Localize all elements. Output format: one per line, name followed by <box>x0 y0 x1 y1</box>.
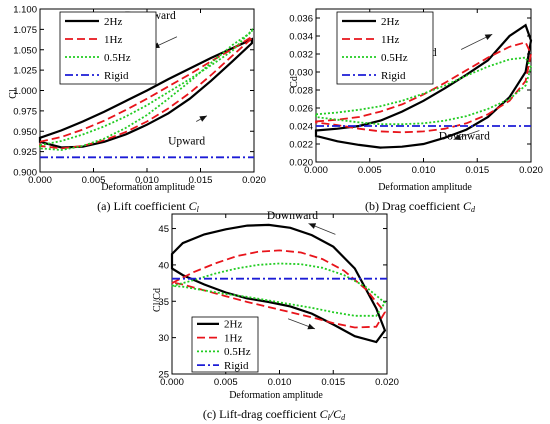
legend-label: 2Hz <box>381 16 399 28</box>
legend-label: 1Hz <box>104 34 122 46</box>
x-tick-label: 0.000 <box>304 165 328 176</box>
legend-label: Rigid <box>381 70 406 82</box>
x-tick-label: 0.010 <box>135 175 159 186</box>
y-tick-label: 0.900 <box>13 168 37 179</box>
annotation-label: Downward <box>267 210 318 222</box>
x-tick-label: 0.000 <box>160 377 184 388</box>
annotation-arrow <box>453 130 480 141</box>
y-tick-label: 0.036 <box>289 14 313 25</box>
legend-label: 1Hz <box>224 332 242 344</box>
series-1hz-line <box>171 249 386 329</box>
series-2hz-line <box>38 37 253 149</box>
annotation-arrow <box>460 33 493 50</box>
y-tick-label: 40 <box>158 260 169 271</box>
y-tick-label: 1.100 <box>13 5 37 16</box>
y-tick-label: 1.025 <box>13 66 37 77</box>
annotation-label: Downward <box>439 131 490 143</box>
y-tick-label: 1.050 <box>13 45 37 56</box>
caption: (c) Lift-drag coefficient Cl/Cd <box>203 407 346 422</box>
y-tick-label: 0.925 <box>13 147 37 158</box>
y-tick-label: 0.028 <box>289 86 313 97</box>
annotation-label: Upward <box>168 135 205 147</box>
y-tick-label: 30 <box>158 333 169 344</box>
legend-label: 2Hz <box>224 319 242 331</box>
y-axis-label: Cl <box>8 89 19 99</box>
legend: 2Hz 1Hz 0.5Hz Rigid <box>336 11 434 85</box>
x-tick-label: 0.020 <box>375 377 399 388</box>
x-tick-label: 0.020 <box>242 175 266 186</box>
legend-label: 0.5Hz <box>224 346 251 358</box>
x-axis-label: Deformation amplitude <box>378 182 472 193</box>
legend-label: Rigid <box>224 360 249 372</box>
y-tick-label: 0.034 <box>289 32 313 43</box>
plot-area: 0.000 0.005 0.010 0.015 0.020 0.900 0.925 0.950… <box>13 5 266 187</box>
y-axis-label: Cl/Cd <box>152 288 163 312</box>
y-tick-label: 45 <box>158 224 169 235</box>
caption: (b) Drag coefficient Cd <box>365 199 476 214</box>
x-tick-label: 0.015 <box>321 377 345 388</box>
plot-area: 0.000 0.005 0.010 0.015 0.020 0.020 0.022 0.024… <box>289 8 543 176</box>
y-tick-label: 0.026 <box>289 104 313 115</box>
annotation-arrow <box>287 318 316 330</box>
y-tick-label: 0.032 <box>289 50 313 61</box>
legend-label: 0.5Hz <box>381 52 408 64</box>
annotation-arrow <box>196 115 208 122</box>
x-axis-label: Deformation amplitude <box>101 182 195 193</box>
y-tick-label: 0.950 <box>13 127 37 138</box>
legend: 2Hz 1Hz 0.5Hz Rigid <box>59 11 157 85</box>
series-2hz-line <box>314 23 533 149</box>
legend-label: 0.5Hz <box>104 52 131 64</box>
x-tick-label: 0.020 <box>519 165 543 176</box>
x-tick-label: 0.005 <box>82 175 106 186</box>
panel-drag: 0.000 0.005 0.010 0.015 0.020 0.020 0.022 0.024… <box>289 8 543 214</box>
y-tick-label: 0.022 <box>289 140 313 151</box>
x-axis-label: Deformation amplitude <box>229 390 323 401</box>
x-tick-label: 0.005 <box>214 377 238 388</box>
y-tick-label: 1.000 <box>13 86 37 97</box>
x-tick-label: 0.015 <box>189 175 213 186</box>
y-tick-label: 0.020 <box>289 158 313 169</box>
series-2hz-line <box>170 223 387 344</box>
series-1hz-line <box>39 35 253 150</box>
legend-label: Rigid <box>104 70 129 82</box>
y-axis-label: Cd <box>289 76 300 88</box>
series-0-5hz-line <box>171 262 387 317</box>
legend-label: 1Hz <box>381 34 399 46</box>
y-tick-label: 0.030 <box>289 68 313 79</box>
series-1hz-line <box>315 41 532 134</box>
x-tick-label: 0.005 <box>358 165 382 176</box>
y-tick-label: 0.975 <box>13 106 37 117</box>
y-tick-label: 0.024 <box>289 122 313 133</box>
x-tick-label: 0.010 <box>412 165 436 176</box>
y-tick-label: 25 <box>158 370 169 381</box>
x-tick-label: 0.000 <box>28 175 52 186</box>
annotation-arrow <box>308 223 336 235</box>
caption: (a) Lift coefficient Cl <box>97 199 199 214</box>
panel-lift: 0.000 0.005 0.010 0.015 0.020 0.900 0.925 0.950… <box>8 5 266 215</box>
y-tick-label: 35 <box>158 297 169 308</box>
panel-liftdrag: 0.000 0.005 0.010 0.015 0.020 25 30 35 40 45 Downw… <box>152 210 399 422</box>
plot-area: 0.000 0.005 0.010 0.015 0.020 25 30 35 40 45 Downw… <box>158 210 398 388</box>
x-tick-label: 0.010 <box>268 377 292 388</box>
series-0-5hz-line <box>39 27 253 151</box>
y-tick-label: 1.075 <box>13 25 37 36</box>
legend-label: 2Hz <box>104 16 122 28</box>
x-tick-label: 0.015 <box>465 165 489 176</box>
